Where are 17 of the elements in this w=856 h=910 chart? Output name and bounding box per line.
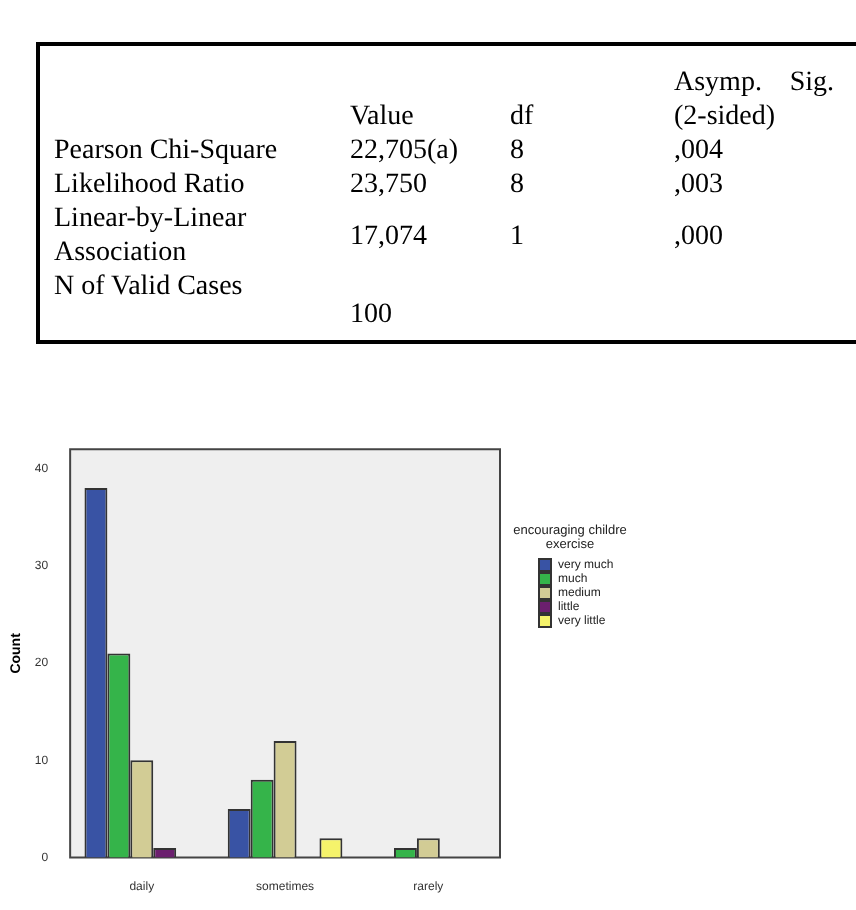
text: 1 — [510, 219, 526, 255]
text: Value — [350, 100, 416, 134]
text: ,003 — [674, 168, 725, 202]
text: Likelihood Ratio — [54, 168, 247, 202]
text: df — [510, 100, 536, 134]
text: Asymp. Sig. (2-sided) — [674, 66, 834, 134]
text: N of Valid Cases — [54, 270, 245, 306]
text: 100 — [350, 298, 394, 332]
text: 8 — [510, 168, 526, 202]
text: 17,074 — [350, 219, 429, 255]
text: 8 — [510, 134, 526, 168]
text: Pearson Chi-Square — [54, 134, 280, 168]
text: Linear-by-Linear Association — [54, 202, 249, 270]
text: 23,750 — [350, 168, 429, 202]
text: ,004 — [674, 134, 725, 168]
text: ,000 — [674, 219, 725, 255]
text: 22,705(a) — [350, 134, 461, 168]
